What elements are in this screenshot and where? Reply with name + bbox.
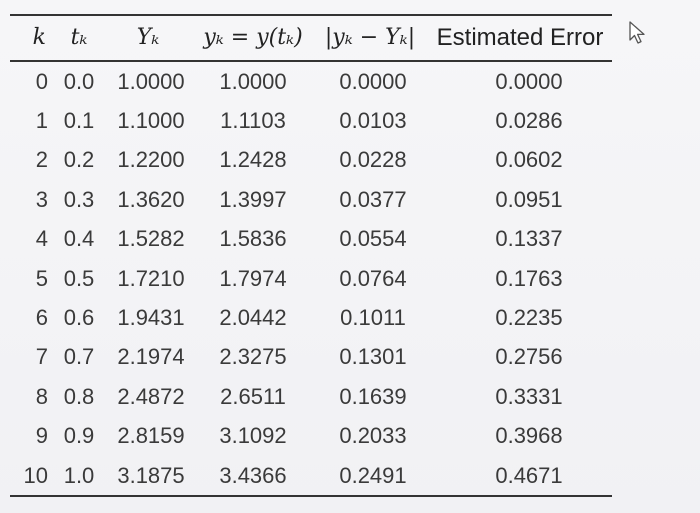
cell-y-exact: 2.0442 xyxy=(219,305,287,331)
cell-t: 0.1 xyxy=(63,108,95,134)
cell-y-exact: 1.1103 xyxy=(220,108,286,134)
cell-k: 8 xyxy=(35,383,48,409)
cell-y-exact: 1.3997 xyxy=(219,186,287,212)
cell-k: 4 xyxy=(35,226,48,252)
cell-k: 6 xyxy=(35,305,48,331)
cell-estimated-error: 0.4671 xyxy=(495,462,563,488)
cell-estimated-error: 0.2756 xyxy=(495,344,563,370)
cell-Y: 2.4872 xyxy=(117,383,185,409)
cell-y-exact: 3.1092 xyxy=(219,423,287,449)
cell-estimated-error: 0.0000 xyxy=(495,68,563,94)
cell-Y: 3.1875 xyxy=(117,462,185,488)
cell-k: 5 xyxy=(35,265,48,291)
cell-estimated-error: 0.3331 xyxy=(495,383,563,409)
cell-abs-error: 0.0103 xyxy=(339,108,407,134)
error-table: k tₖ Yₖ yₖ = y(tₖ) |yₖ − Yₖ| Estimated E… xyxy=(10,14,612,497)
cell-t: 0.4 xyxy=(63,226,95,252)
cell-k: 10 xyxy=(23,462,48,488)
cell-t: 0.6 xyxy=(63,305,95,331)
cell-Y: 1.3620 xyxy=(117,186,185,212)
cell-Y: 1.2200 xyxy=(117,147,185,173)
header-y-exact: yₖ = y(tₖ) xyxy=(203,25,303,50)
header-estimated-error: Estimated Error xyxy=(436,24,604,51)
cell-abs-error: 0.0228 xyxy=(339,147,407,173)
cell-k: 1 xyxy=(35,108,48,134)
table-row: 3 0.3 1.3620 1.3997 0.0377 0.0951 xyxy=(10,180,612,219)
table-row: 6 0.6 1.9431 2.0442 0.1011 0.2235 xyxy=(10,298,612,337)
cell-k: 0 xyxy=(35,68,48,94)
cell-y-exact: 2.3275 xyxy=(219,344,287,370)
cell-abs-error: 0.0000 xyxy=(339,68,407,94)
cell-estimated-error: 0.3968 xyxy=(495,423,563,449)
cell-Y: 1.1000 xyxy=(117,108,185,134)
cell-y-exact: 1.7974 xyxy=(219,265,287,291)
cell-abs-error: 0.2491 xyxy=(339,462,407,488)
cell-estimated-error: 0.2235 xyxy=(495,305,563,331)
cell-Y: 1.0000 xyxy=(117,68,185,94)
header-row: k tₖ Yₖ yₖ = y(tₖ) |yₖ − Yₖ| Estimated E… xyxy=(10,15,612,61)
cell-estimated-error: 0.0286 xyxy=(495,108,563,134)
cell-k: 2 xyxy=(35,147,48,173)
header-t: tₖ xyxy=(70,25,88,50)
table-row: 0 0.0 1.0000 1.0000 0.0000 0.0000 xyxy=(10,61,612,101)
table-header: k tₖ Yₖ yₖ = y(tₖ) |yₖ − Yₖ| Estimated E… xyxy=(10,15,612,61)
table-row: 9 0.9 2.8159 3.1092 0.2033 0.3968 xyxy=(10,417,612,456)
header-Y: Yₖ xyxy=(136,25,160,50)
cell-y-exact: 1.5836 xyxy=(219,226,287,252)
mouse-pointer-icon xyxy=(629,21,645,44)
cell-t: 0.5 xyxy=(63,265,95,291)
table-row: 5 0.5 1.7210 1.7974 0.0764 0.1763 xyxy=(10,259,612,298)
cell-estimated-error: 0.1337 xyxy=(495,226,563,252)
cell-y-exact: 2.6511 xyxy=(220,383,286,409)
cell-abs-error: 0.0377 xyxy=(339,186,407,212)
table-row: 10 1.0 3.1875 3.4366 0.2491 0.4671 xyxy=(10,456,612,497)
table-row: 4 0.4 1.5282 1.5836 0.0554 0.1337 xyxy=(10,220,612,259)
cell-estimated-error: 0.0951 xyxy=(495,186,563,212)
cell-t: 0.3 xyxy=(63,186,95,212)
header-k: k xyxy=(32,25,46,50)
header-abs-error: |yₖ − Yₖ| xyxy=(324,25,416,50)
cell-estimated-error: 0.1763 xyxy=(495,265,563,291)
cell-Y: 2.1974 xyxy=(117,344,185,370)
table-row: 7 0.7 2.1974 2.3275 0.1301 0.2756 xyxy=(10,338,612,377)
cell-t: 0.0 xyxy=(63,68,95,94)
cell-Y: 1.7210 xyxy=(117,265,185,291)
cell-t: 1.0 xyxy=(63,462,95,488)
cell-abs-error: 0.1011 xyxy=(340,305,406,331)
cell-t: 0.9 xyxy=(63,423,95,449)
cell-Y: 2.8159 xyxy=(117,423,185,449)
cell-abs-error: 0.2033 xyxy=(339,423,407,449)
cell-abs-error: 0.1639 xyxy=(339,383,407,409)
cell-Y: 1.9431 xyxy=(117,305,185,331)
table-row: 2 0.2 1.2200 1.2428 0.0228 0.0602 xyxy=(10,141,612,180)
cell-abs-error: 0.0764 xyxy=(339,265,407,291)
table-row: 8 0.8 2.4872 2.6511 0.1639 0.3331 xyxy=(10,377,612,416)
cell-y-exact: 1.0000 xyxy=(219,68,287,94)
cell-t: 0.7 xyxy=(63,344,95,370)
cell-t: 0.8 xyxy=(63,383,95,409)
cell-k: 7 xyxy=(35,344,48,370)
cell-t: 0.2 xyxy=(63,147,95,173)
table-row: 1 0.1 1.1000 1.1103 0.0103 0.0286 xyxy=(10,101,612,140)
cell-abs-error: 0.1301 xyxy=(339,344,407,370)
cell-Y: 1.5282 xyxy=(117,226,185,252)
cell-abs-error: 0.0554 xyxy=(339,226,407,252)
table-container: k tₖ Yₖ yₖ = y(tₖ) |yₖ − Yₖ| Estimated E… xyxy=(10,14,612,497)
cell-k: 3 xyxy=(35,186,48,212)
cell-estimated-error: 0.0602 xyxy=(495,147,563,173)
cell-y-exact: 3.4366 xyxy=(219,462,287,488)
cell-y-exact: 1.2428 xyxy=(219,147,287,173)
cell-k: 9 xyxy=(35,423,48,449)
table-body: 0 0.0 1.0000 1.0000 0.0000 0.0000 1 0.1 1.1000 1.… xyxy=(10,61,612,497)
